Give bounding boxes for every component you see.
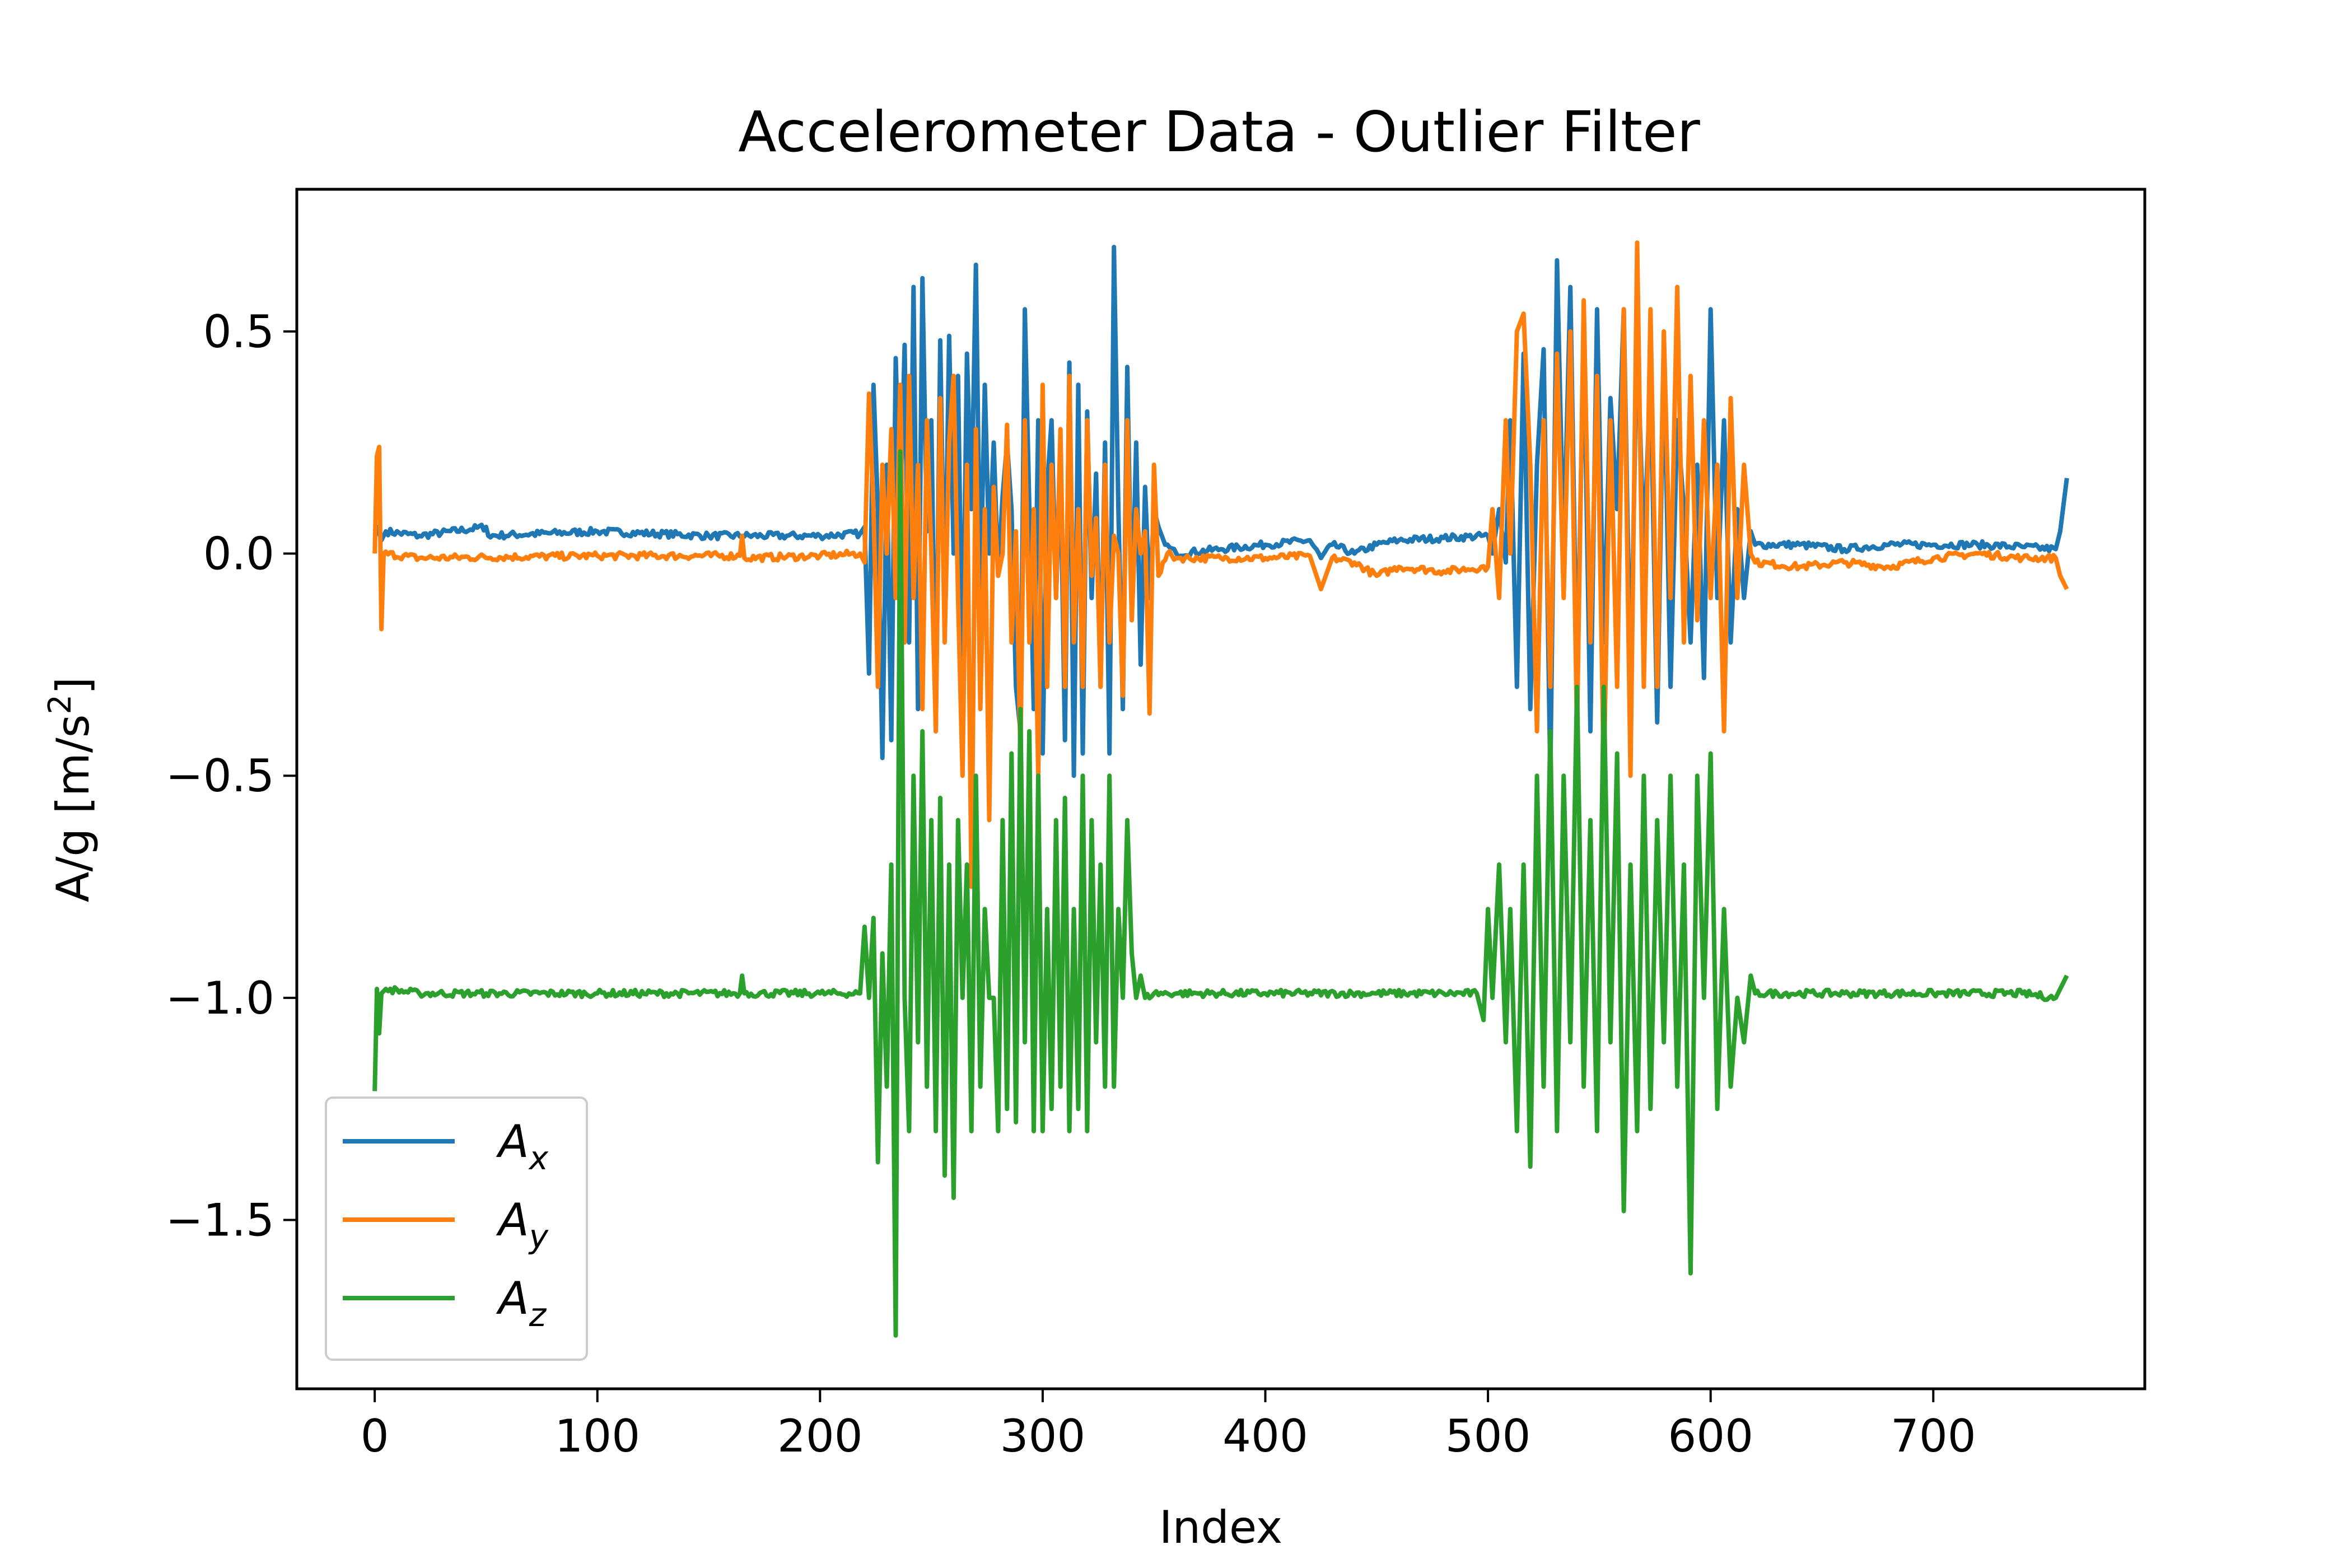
y-tick-label-4: −1.5 [166,1194,274,1247]
y-axis-label-main: A/g [m/s [47,715,99,903]
x-tick-label-1: 100 [554,1410,640,1462]
axes-frame [295,188,2146,1390]
x-axis-ticks: 0 100 200 300 400 500 600 700 [361,1389,1976,1462]
legend-label-z: Az [496,1272,547,1334]
x-tick-label-5: 500 [1445,1410,1531,1462]
x-tick-label-0: 0 [361,1410,389,1462]
legend-label-main: A [496,1194,529,1246]
legend-label-x: Ax [496,1116,549,1177]
x-tick-label-2: 200 [777,1410,863,1462]
legend-label-y: Ay [496,1194,549,1256]
series-line-y [372,240,2069,889]
y-tick-label-3: −1.0 [166,972,274,1024]
y-axis-ticks: 0.5 0.0 −0.5 −1.0 −1.5 [166,306,297,1247]
legend-label-subscript: y [528,1217,549,1256]
legend-label-main: A [496,1272,529,1324]
legend-box [325,1096,588,1361]
series-layer [372,240,2069,1338]
y-tick-label-0: 0.5 [203,306,274,358]
series-line-z [372,449,2069,1338]
legend-label-subscript: x [528,1139,549,1177]
y-axis-label: A/g [m/s2] [42,677,99,903]
x-tick-label-4: 400 [1222,1410,1308,1462]
legend-label-subscript: z [529,1296,547,1334]
series-line-x [372,245,2069,778]
plot-area [295,188,2146,1390]
y-axis-label-superscript: 2 [42,694,78,715]
legend-label-main: A [496,1116,529,1168]
y-tick-label-1: 0.0 [203,528,274,580]
chart-title: Accelerometer Data - Outlier Filter [738,99,1700,165]
x-tick-label-6: 600 [1668,1410,1753,1462]
y-axis-label-end: ] [47,677,99,694]
y-tick-label-2: −0.5 [166,750,274,802]
x-tick-label-3: 300 [1000,1410,1086,1462]
x-tick-label-7: 700 [1891,1410,1976,1462]
x-axis-label: Index [1159,1501,1282,1553]
